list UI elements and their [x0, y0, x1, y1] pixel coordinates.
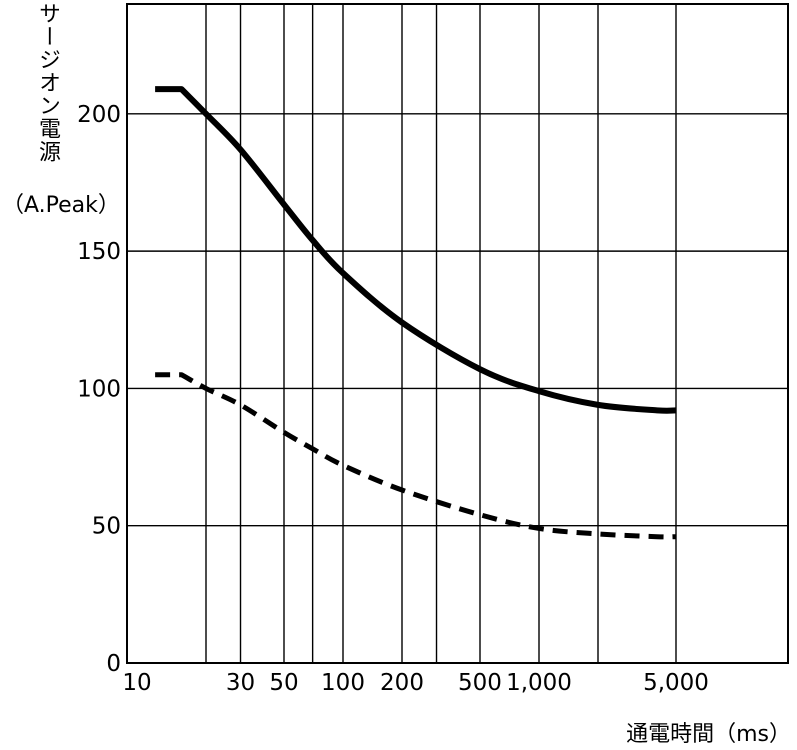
y-tick-label: 0	[106, 651, 121, 677]
y-tick-label: 100	[77, 376, 121, 402]
x-tick-label: 10	[122, 670, 151, 696]
y-axis-label: サージオン電源	[35, 2, 60, 163]
plot-frame	[126, 3, 789, 664]
series-line-solid	[155, 86, 677, 414]
series-line-dashed	[155, 372, 677, 540]
gridlines	[127, 4, 788, 663]
y-tick-label: 200	[77, 102, 121, 128]
x-tick-label: 30	[226, 670, 255, 696]
x-tick-label: 500	[458, 670, 502, 696]
x-axis-label: 通電時間（ms）	[626, 722, 791, 747]
y-axis-unit: （A.Peak）	[2, 193, 120, 218]
x-tick-label: 5,000	[643, 670, 709, 696]
x-tick-label: 1,000	[506, 670, 572, 696]
y-tick-label: 50	[92, 514, 121, 540]
tick-labels: 10 30 50 100 200 500 1,000 5,000 0 50 100 150 200	[77, 102, 709, 696]
y-tick-label: 150	[77, 239, 121, 265]
series-lines	[155, 86, 677, 540]
x-tick-label: 200	[380, 670, 424, 696]
x-tick-label: 100	[321, 670, 365, 696]
x-tick-label: 50	[269, 670, 298, 696]
